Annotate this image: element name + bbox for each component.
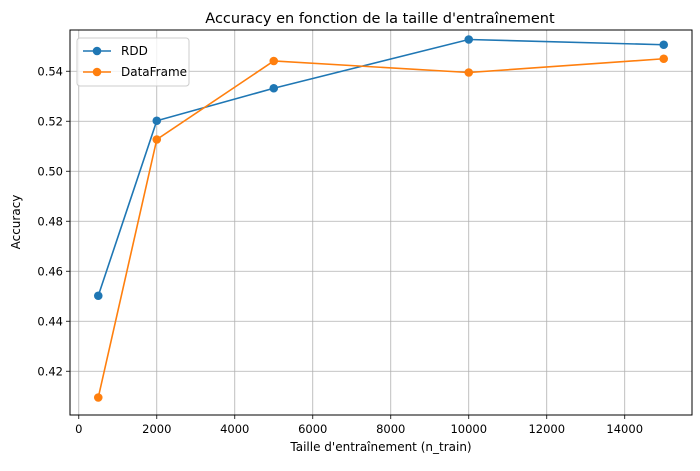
data-point-rdd	[93, 291, 103, 301]
x-tick-label: 2000	[142, 422, 171, 436]
chart-title: Accuracy en fonction de la taille d'entr…	[205, 11, 555, 27]
y-tick-label: 0.50	[37, 164, 63, 178]
x-tick-label: 4000	[220, 422, 249, 436]
legend: RDD DataFrame	[76, 37, 190, 87]
series-dataframe	[93, 54, 669, 402]
series-rdd	[93, 35, 669, 301]
data-point-dataframe	[659, 54, 669, 64]
legend-label: DataFrame	[121, 65, 187, 79]
y-tick-label: 0.44	[37, 314, 63, 328]
plot-area-frame	[69, 29, 693, 416]
data-point-dataframe	[464, 68, 474, 77]
x-tick-label: 14000	[606, 422, 643, 436]
y-axis-title: Accuracy	[9, 195, 23, 250]
y-tick-label: 0.42	[37, 364, 63, 378]
y-axis-ticks: 0.42 0.44 0.46 0.48 0.50 0.52 0.54	[37, 64, 70, 378]
x-tick-label: 12000	[528, 422, 565, 436]
grid	[70, 30, 692, 415]
data-point-dataframe	[269, 56, 279, 66]
y-tick-label: 0.46	[37, 264, 63, 278]
data-point-rdd	[659, 40, 669, 50]
data-point-rdd	[152, 116, 162, 126]
x-axis-ticks: 0 2000 4000 6000 8000 10000 12000 14000	[75, 415, 643, 436]
series-layer	[93, 35, 669, 402]
legend-item-dataframe: DataFrame	[83, 65, 187, 79]
legend-swatch-marker	[92, 67, 102, 77]
x-tick-label: 0	[75, 422, 82, 436]
data-point-dataframe	[152, 135, 162, 144]
x-tick-label: 8000	[376, 422, 405, 436]
y-tick-label: 0.52	[37, 114, 63, 128]
legend-box	[76, 37, 190, 87]
data-point-rdd	[269, 83, 279, 93]
y-tick-label: 0.54	[37, 64, 63, 78]
y-tick-label: 0.48	[37, 214, 63, 228]
x-tick-label: 6000	[298, 422, 327, 436]
x-tick-label: 10000	[450, 422, 487, 436]
data-point-rdd	[464, 35, 474, 44]
x-axis-title: Taille d'entraînement (n_train)	[289, 440, 471, 454]
data-point-dataframe	[93, 393, 103, 402]
legend-item-rdd: RDD	[83, 44, 148, 58]
legend-label: RDD	[121, 44, 148, 58]
legend-swatch-marker	[92, 46, 102, 56]
